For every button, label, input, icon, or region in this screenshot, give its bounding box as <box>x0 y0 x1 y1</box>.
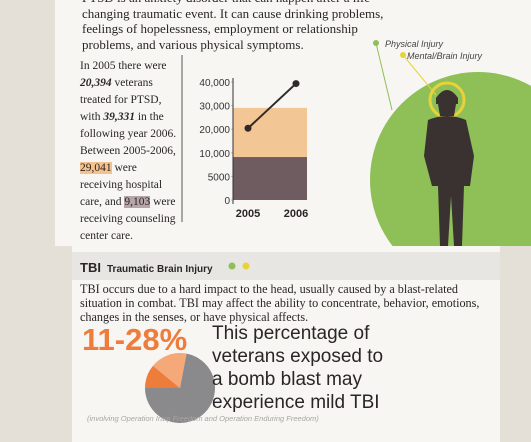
legend: Physical Injury Mental/Brain Injury <box>373 39 483 61</box>
y-tick-label: 5000 <box>208 172 231 183</box>
intro-line: problems, and various physical symptoms. <box>82 36 304 52</box>
pie-slice <box>145 353 215 423</box>
ptsd-text: In 2005 there were 20,394 veterans treat… <box>80 58 182 245</box>
legend-label: Mental/Brain Injury <box>407 51 483 61</box>
legend-leader <box>375 42 393 111</box>
line <box>247 82 297 130</box>
statement-line: a bomb blast may <box>212 369 362 390</box>
tbi-abbr: TBI <box>80 260 101 275</box>
text-run: 20,394 <box>80 77 112 89</box>
intro-line: feelings of hopelessness, employment or … <box>82 21 358 36</box>
band <box>233 157 307 200</box>
legend-dot <box>373 40 379 46</box>
percent: 11-28% <box>82 322 188 357</box>
legend-dot <box>400 52 406 58</box>
yellow-dot <box>242 262 250 270</box>
pie <box>145 352 215 423</box>
text-run: 9,103 <box>124 196 151 208</box>
text-run: in the following year 2006. Between 2005… <box>80 111 177 157</box>
pie-slice <box>145 365 180 388</box>
statement: This percentage of veterans exposed to a b… <box>212 322 383 414</box>
soldier <box>424 90 474 246</box>
soldier-art <box>370 72 531 246</box>
y-tick-label: 10,000 <box>199 149 230 160</box>
pie-slice <box>153 352 187 388</box>
y-tick-label: 20,000 <box>199 125 230 136</box>
text-run: 29,041 <box>80 162 112 174</box>
statement-line: This percentage of <box>212 323 370 344</box>
text-run: were receiving counseling center care. <box>80 196 176 242</box>
text-run: In 2005 there were <box>80 60 167 72</box>
tbi-title: Traumatic Brain Injury <box>107 264 213 275</box>
point <box>292 80 300 88</box>
y-tick-label: 30,000 <box>199 102 230 113</box>
intro: PTSD is an anxiety disorder that can hap… <box>82 0 383 52</box>
text-run: veterans treated for PTSD, with <box>80 77 162 123</box>
footnote: (involving Operation Iraqi Freedom and O… <box>87 414 319 423</box>
green-dot <box>228 262 236 270</box>
legend-leader <box>402 54 437 96</box>
y-tick-label: 0 <box>224 196 230 207</box>
text-run: 39,331 <box>103 111 135 123</box>
statement-line: veterans exposed to <box>212 346 384 367</box>
statement-line: experience mild TBI <box>212 392 380 413</box>
x-tick-label: 2006 <box>284 208 308 220</box>
intro-line: changing traumatic event. It can cause d… <box>82 5 384 21</box>
x-tick-label: 2005 <box>236 208 260 220</box>
chart: 0 5000 10,000 20,000 30,000 40,000 2005 2006 <box>199 78 308 220</box>
tbi-header <box>72 252 500 280</box>
text-run: were receiving hospital care, and <box>80 162 163 208</box>
point <box>244 124 252 132</box>
intro-line: PTSD is an anxiety disorder that can hap… <box>82 0 383 6</box>
legend-label: Physical Injury <box>385 39 444 49</box>
tbi-text: TBI occurs due to a hard impact to the h… <box>80 282 480 324</box>
y-tick-label: 40,000 <box>199 78 230 89</box>
